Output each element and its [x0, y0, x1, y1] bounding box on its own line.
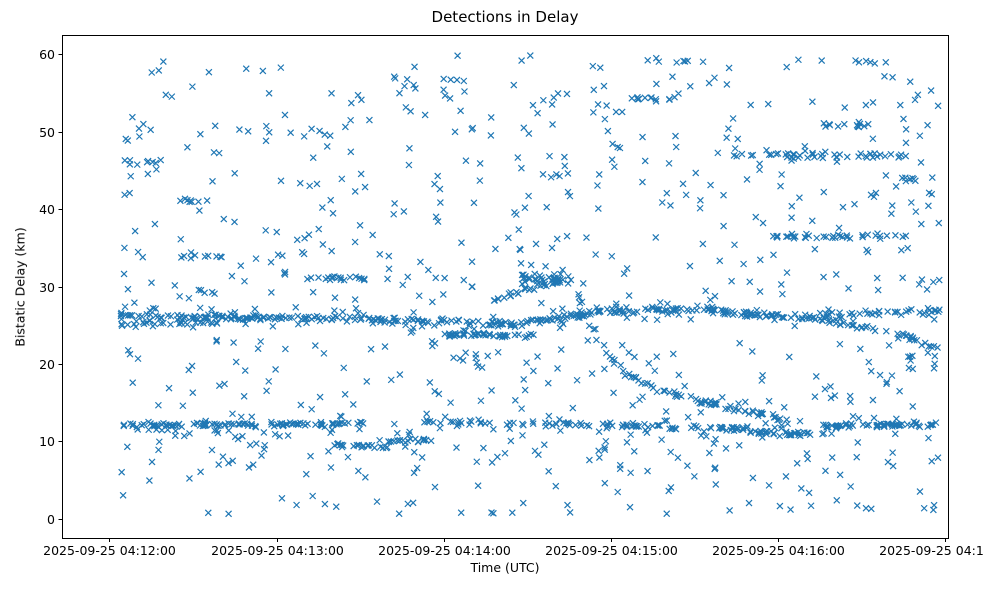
x-axis-label: Time (UTC) — [470, 560, 540, 575]
chart-title: Detections in Delay — [431, 8, 579, 26]
y-axis-label: Bistatic Delay (km) — [12, 227, 28, 347]
